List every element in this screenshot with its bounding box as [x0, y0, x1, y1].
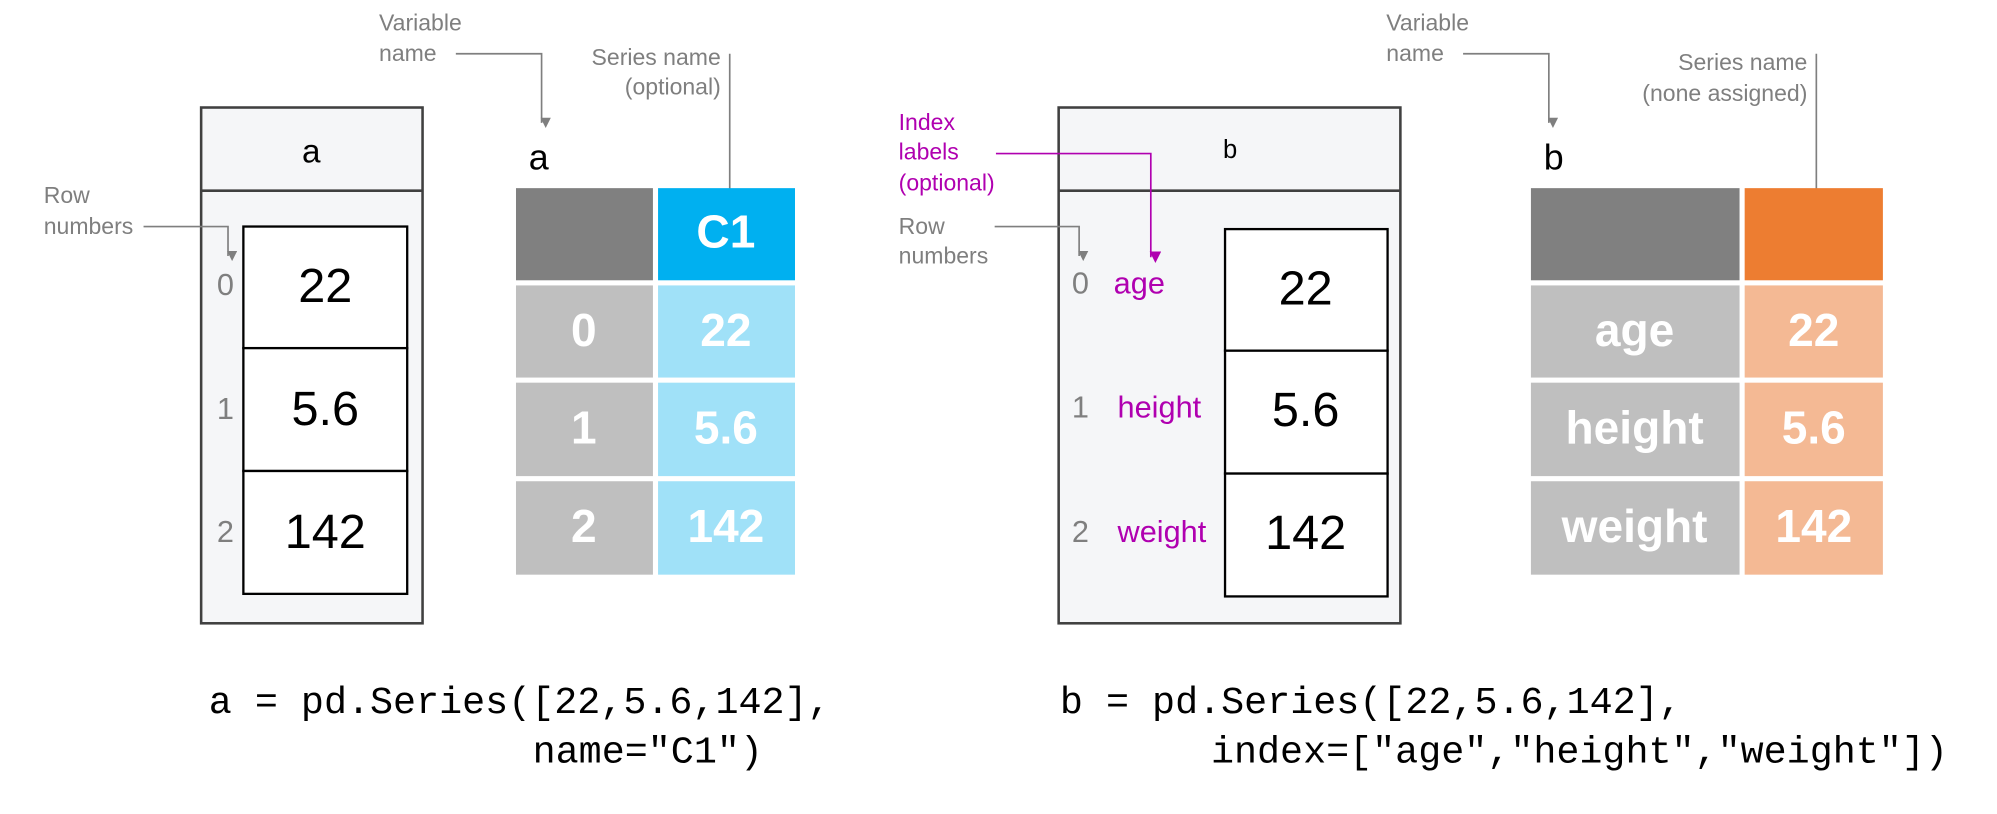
header-cell [515, 188, 653, 281]
value-cell [1744, 285, 1883, 378]
box-title: b [1223, 136, 1237, 164]
value: 5.6 [1272, 383, 1340, 437]
value: 5.6 [694, 401, 758, 453]
value-cell [1744, 481, 1883, 575]
box-title: a [302, 133, 321, 170]
annotation: numbers [899, 242, 989, 268]
annotation: Series name [1678, 49, 1807, 75]
annotation: name [1386, 40, 1444, 66]
value: 142 [687, 500, 764, 552]
index: age [1595, 304, 1674, 356]
annotation: Variable [1386, 9, 1469, 35]
value: 5.6 [1782, 401, 1846, 453]
annotation: labels [899, 139, 959, 165]
table-title: a [529, 137, 549, 177]
value: 142 [1265, 506, 1346, 560]
header-cell [658, 188, 795, 281]
value-cell [242, 469, 409, 596]
value-cell [658, 481, 795, 575]
row-number: 2 [217, 514, 234, 549]
index-label: height [1118, 390, 1202, 425]
value-cell [1223, 227, 1389, 352]
value: 142 [1775, 500, 1852, 552]
annotation: Row [44, 182, 90, 208]
value-cell [242, 225, 409, 350]
index-cell [1530, 382, 1740, 477]
index: 0 [571, 304, 597, 356]
value: 22 [298, 259, 352, 313]
left-panel: a 22 5.6 142 0 1 2 Row numbers Variable … [44, 9, 831, 774]
arrow [995, 152, 1162, 264]
annotation: numbers [44, 213, 134, 239]
right-panel: b 22 5.6 142 0 1 2 age height weight Ind… [899, 9, 1948, 774]
annotation: Row [899, 213, 945, 239]
value-cell [1223, 472, 1389, 598]
annotation: Index [899, 109, 956, 135]
annotation: (optional) [899, 169, 995, 195]
index-cell [515, 382, 653, 477]
header-cell [1744, 188, 1883, 281]
index-label: weight [1117, 514, 1207, 549]
value: 22 [1279, 262, 1333, 316]
code: b = pd.Series([22,5.6,142], [1060, 681, 1682, 725]
arrow [143, 225, 238, 262]
annotation: Series name [592, 44, 721, 70]
series-name: C1 [696, 206, 755, 258]
arrow [455, 52, 551, 128]
code: a = pd.Series([22,5.6,142], [209, 681, 831, 725]
value: 5.6 [291, 382, 359, 436]
row-number: 1 [1072, 390, 1089, 425]
value: 142 [285, 505, 366, 559]
index: weight [1561, 500, 1708, 552]
row-number: 1 [217, 391, 234, 426]
row-number: 2 [1072, 514, 1089, 549]
table-title: b [1544, 137, 1564, 177]
index-cell [1530, 285, 1740, 378]
annotation: (optional) [625, 73, 721, 99]
code: index=["age","height","weight"]) [1211, 731, 1948, 775]
index-label: age [1114, 266, 1165, 301]
value: 22 [700, 304, 751, 356]
annotation: Variable [379, 9, 462, 35]
index: 2 [571, 500, 597, 552]
code: name="C1") [533, 731, 763, 775]
header-cell [1530, 188, 1740, 281]
value-cell [1744, 382, 1883, 477]
index: 1 [571, 401, 597, 453]
annotation: name [379, 40, 437, 66]
index-cell [515, 285, 653, 378]
index-cell [515, 481, 653, 575]
arrow [1463, 52, 1559, 128]
arrow [994, 225, 1089, 262]
value-cell [658, 382, 795, 477]
annotation: (none assigned) [1642, 80, 1807, 106]
value-cell [658, 285, 795, 378]
index-cell [1530, 481, 1740, 575]
value-cell [1223, 349, 1389, 475]
row-number: 0 [1072, 266, 1089, 301]
index: height [1566, 401, 1704, 453]
row-number: 0 [217, 267, 234, 302]
value: 22 [1788, 304, 1839, 356]
